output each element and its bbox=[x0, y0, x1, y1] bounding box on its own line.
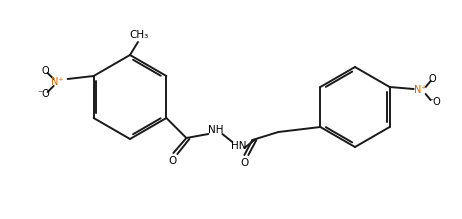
Text: ⁻O: ⁻O bbox=[37, 89, 50, 99]
Text: O: O bbox=[42, 66, 49, 76]
Text: O: O bbox=[429, 74, 437, 84]
Text: N⁺: N⁺ bbox=[51, 77, 64, 87]
Text: N⁺: N⁺ bbox=[414, 85, 427, 95]
Text: NH: NH bbox=[207, 125, 223, 135]
Text: CH₃: CH₃ bbox=[129, 30, 149, 40]
Text: HN: HN bbox=[231, 141, 246, 151]
Text: O: O bbox=[240, 158, 249, 168]
Text: ⁻O: ⁻O bbox=[428, 97, 441, 107]
Text: O: O bbox=[168, 156, 176, 166]
